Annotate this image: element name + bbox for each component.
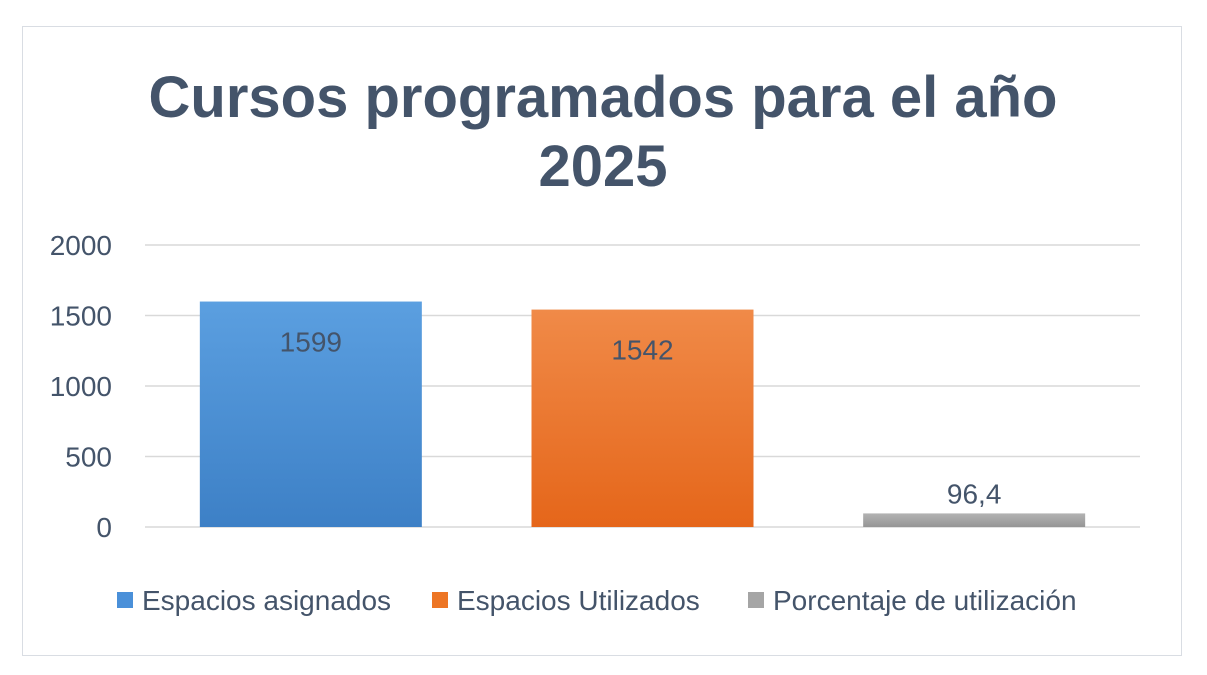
y-tick-label-0: 0 <box>96 512 112 543</box>
y-axis-ticks: 0 500 1000 1500 2000 <box>50 230 112 543</box>
legend: Espacios asignados Espacios Utilizados Por… <box>117 585 1077 616</box>
bar-1 <box>531 309 754 527</box>
legend-swatch-2 <box>748 592 764 608</box>
legend-label-1: Espacios Utilizados <box>457 585 700 616</box>
data-labels: 1599 1542 96,4 <box>280 327 1002 510</box>
data-label-1: 1542 <box>611 335 673 366</box>
chart-title-line-1: Cursos programados para el año <box>149 65 1058 130</box>
y-tick-label-500: 500 <box>65 442 112 473</box>
bar-0 <box>199 301 422 527</box>
legend-label-0: Espacios asignados <box>142 585 391 616</box>
data-label-2: 96,4 <box>947 478 1002 509</box>
data-label-0: 1599 <box>280 327 342 358</box>
bars <box>199 301 1086 527</box>
legend-swatch-0 <box>117 592 133 608</box>
legend-label-2: Porcentaje de utilización <box>773 585 1077 616</box>
y-tick-label-2000: 2000 <box>50 230 112 261</box>
chart-title-line-2: 2025 <box>538 134 667 199</box>
bar-2 <box>863 513 1086 527</box>
legend-swatch-1 <box>432 592 448 608</box>
y-tick-label-1500: 1500 <box>50 301 112 332</box>
y-tick-label-1000: 1000 <box>50 371 112 402</box>
